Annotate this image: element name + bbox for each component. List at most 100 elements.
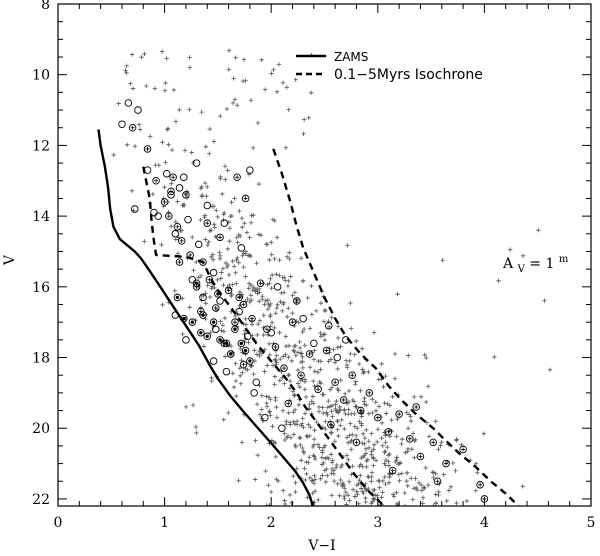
circled-cross-inner: [207, 277, 212, 282]
field-star-cross: [233, 378, 239, 384]
field-star-cross: [377, 478, 382, 484]
field-star-cross: [201, 344, 207, 349]
field-star-cross: [198, 305, 204, 310]
field-star-cross: [274, 272, 279, 277]
field-star-cross: [180, 331, 185, 337]
field-star-cross: [269, 252, 274, 257]
field-star-cross: [208, 330, 214, 335]
field-star-cross: [261, 313, 266, 318]
field-star-cross: [342, 426, 347, 432]
field-star-cross: [298, 442, 303, 448]
field-star-cross: [194, 430, 199, 436]
field-star-cross: [321, 319, 327, 324]
circled-cross-inner: [358, 408, 363, 413]
field-star-cross: [464, 498, 470, 504]
field-star-cross: [382, 400, 387, 406]
field-star-cross: [206, 239, 211, 245]
field-star-cross: [198, 217, 203, 223]
field-star-cross: [193, 424, 199, 430]
field-star-cross: [385, 401, 390, 407]
field-star-cross: [366, 445, 372, 451]
field-star-cross: [231, 385, 237, 390]
field-star-cross: [124, 70, 129, 76]
field-star-cross: [257, 348, 262, 354]
zams-curve: [97, 129, 314, 506]
field-star-cross: [422, 352, 427, 358]
field-star-cross: [129, 188, 135, 194]
field-star-cross: [261, 332, 266, 338]
field-star-cross: [366, 369, 371, 375]
field-star-cross: [348, 439, 354, 445]
field-star-cross: [144, 83, 149, 89]
field-star-cross: [436, 447, 441, 452]
field-star-cross: [433, 419, 438, 424]
field-star-cross: [275, 302, 280, 307]
field-star-cross: [217, 256, 223, 262]
field-star-cross: [301, 117, 307, 122]
circle-point: [154, 212, 162, 220]
field-star-cross: [348, 421, 353, 426]
field-star-cross: [330, 460, 335, 465]
field-star-cross: [166, 210, 171, 215]
axis-ticks: [57, 3, 592, 506]
reddening-label-sup: m: [559, 254, 569, 265]
circled-cross-inner: [162, 199, 167, 204]
filled-dot-inner: [201, 313, 205, 317]
field-star-cross: [308, 90, 314, 95]
circled-cross-inner: [290, 320, 295, 325]
field-star-cross: [202, 180, 208, 186]
field-star-cross: [274, 415, 280, 420]
y-axis-title: V: [2, 254, 18, 266]
field-star-cross: [305, 434, 310, 439]
field-star-cross: [274, 305, 280, 311]
field-star-cross: [332, 360, 338, 365]
circled-cross-inner: [264, 327, 269, 332]
field-star-cross: [330, 414, 335, 419]
field-star-cross: [361, 399, 367, 404]
field-star-cross: [233, 393, 239, 399]
field-star-cross: [307, 326, 313, 331]
circled-cross-inner: [241, 362, 246, 367]
circled-cross-point: [406, 435, 414, 443]
field-star-cross: [239, 216, 245, 221]
field-star-cross: [189, 150, 194, 155]
field-star-cross: [292, 344, 297, 349]
field-star-cross: [307, 455, 312, 460]
field-star-cross: [294, 422, 300, 427]
field-star-cross: [411, 486, 417, 491]
circled-cross-point: [280, 364, 288, 372]
field-star-cross: [163, 160, 168, 165]
field-star-cross: [320, 473, 325, 478]
field-star-cross: [256, 181, 262, 187]
field-star-cross: [373, 458, 379, 463]
field-star-cross: [336, 433, 341, 439]
field-star-cross: [344, 401, 350, 406]
field-star-cross: [298, 350, 304, 356]
field-star-cross: [264, 404, 270, 409]
field-star-cross: [241, 264, 246, 270]
circle-point: [299, 314, 307, 323]
field-star-cross: [321, 460, 326, 466]
field-star-cross: [225, 246, 230, 252]
field-star-cross: [162, 185, 167, 190]
field-star-cross: [322, 337, 328, 343]
field-star-cross: [251, 212, 256, 218]
field-star-cross: [296, 402, 302, 407]
field-star-cross: [336, 410, 341, 415]
field-star-cross: [325, 473, 330, 478]
field-star-cross: [335, 366, 340, 372]
field-star-cross: [319, 455, 325, 460]
field-star-cross: [211, 222, 217, 227]
field-star-cross: [369, 449, 374, 454]
field-star-cross: [320, 392, 325, 397]
field-star-cross: [249, 297, 254, 303]
circle-point: [235, 307, 243, 316]
circled-cross-inner: [435, 479, 440, 484]
circled-cross-point: [331, 378, 339, 387]
field-star-cross: [288, 274, 293, 279]
field-star-cross: [475, 470, 480, 475]
field-star-cross: [203, 301, 208, 306]
field-star-cross: [392, 376, 398, 381]
circled-cross-point: [167, 187, 175, 196]
field-star-cross: [339, 417, 344, 423]
